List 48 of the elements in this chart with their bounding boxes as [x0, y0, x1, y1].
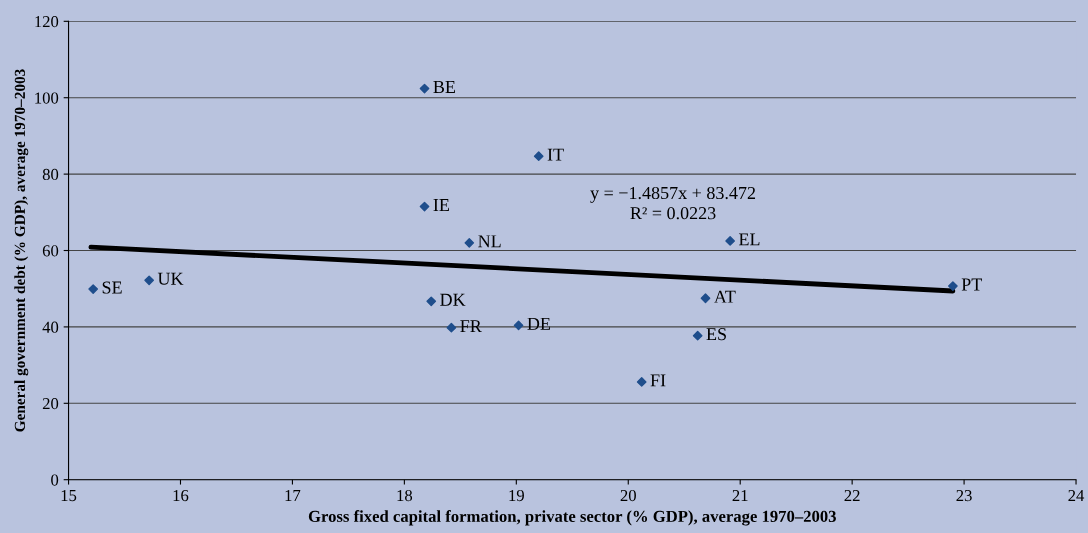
point — [636, 377, 647, 387]
annotation: NL — [478, 235, 501, 248]
y-axis-title: General government debt (% GDP), average 1970–2003 — [14, 69, 29, 432]
annotation: EL — [738, 233, 760, 246]
point — [419, 201, 430, 212]
point — [725, 236, 735, 246]
y-tick-label: 40 — [42, 321, 59, 333]
x-tick-label: 16 — [173, 489, 189, 502]
annotation: DK — [440, 293, 466, 306]
annotation: IE — [433, 199, 449, 211]
point — [88, 284, 99, 294]
y-tick-label: 80 — [42, 168, 59, 181]
point — [948, 281, 958, 291]
x-tick-label: 23 — [956, 489, 972, 502]
point — [144, 275, 155, 286]
annotation: SE — [102, 281, 122, 294]
annotation: DE — [527, 317, 551, 330]
x-tick-label: 20 — [620, 489, 636, 502]
y-tick-label: 120 — [35, 16, 59, 28]
annotation: UK — [157, 272, 184, 285]
x-axis-title: Gross fixed capital formation, private sector (% GDP), average 1970–2003 — [308, 510, 836, 526]
point — [513, 320, 524, 331]
point — [426, 296, 437, 307]
x-tick-label: 19 — [509, 489, 524, 502]
point — [533, 151, 544, 162]
annotation: AT — [714, 290, 736, 303]
annotation: ES — [706, 328, 726, 341]
point — [464, 238, 475, 248]
x-tick-label: 24 — [1068, 489, 1085, 501]
y-tick-label: 0 — [51, 474, 59, 486]
x-tick-label: 18 — [397, 489, 413, 502]
x-tick-label: 17 — [285, 489, 301, 501]
annotation: y = −1.4857x + 83.472 R² = 0.0223 — [590, 186, 756, 220]
annotation: FR — [460, 320, 482, 333]
annotation: FI — [650, 374, 666, 387]
point — [446, 322, 457, 333]
annotation: BE — [433, 81, 456, 93]
y-tick-label: 100 — [35, 92, 59, 104]
x-tick-label: 22 — [844, 489, 860, 501]
point — [419, 83, 430, 94]
x-tick-label: 15 — [61, 489, 77, 502]
annotation: PT — [961, 278, 982, 291]
point — [700, 293, 711, 304]
x-tick-label: 21 — [732, 489, 748, 501]
y-tick-label: 20 — [42, 398, 59, 410]
annotation: IT — [547, 148, 564, 161]
point — [692, 330, 703, 341]
y-tick-label: 60 — [42, 245, 59, 257]
